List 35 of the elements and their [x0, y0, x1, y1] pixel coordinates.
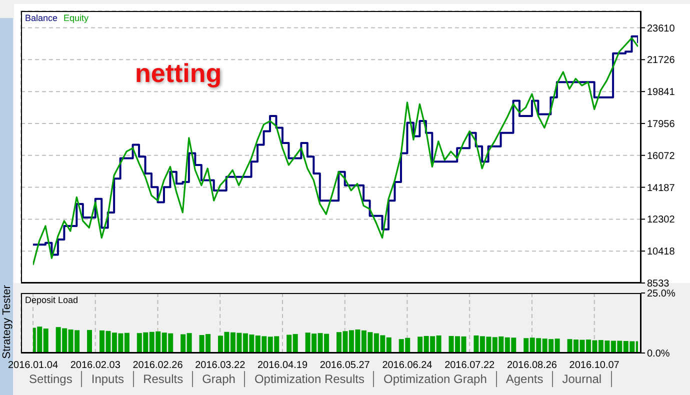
y-tick-label: 12302	[647, 214, 676, 226]
text: Agents	[496, 371, 554, 387]
y-tick-label: 14187	[647, 182, 676, 194]
annotation: netting	[135, 58, 222, 89]
x-tick-label: 2016.08.26	[506, 360, 558, 372]
x-tick-label: 2016.06.24	[382, 360, 433, 372]
y-tick-label: 17956	[647, 119, 676, 130]
y-tick-label: 21726	[647, 55, 676, 66]
text: Strategy Tester	[1, 285, 13, 359]
text: Optimization Results	[245, 371, 374, 387]
x-tick-label: 2016.04.19	[257, 360, 308, 372]
x-tick-label: 2016.10.07	[569, 360, 620, 372]
x-tick-label: 2016.07.22	[444, 360, 496, 372]
text: Journal	[553, 371, 612, 387]
x-tick-label: 2016.01.04	[8, 360, 58, 372]
y-tick-label: 16072	[647, 150, 676, 162]
chart-title: Deposit Load	[25, 295, 78, 305]
text: Settings	[20, 371, 82, 387]
text: Graph	[193, 371, 246, 387]
y-tick-label: 10418	[647, 246, 676, 258]
x-tick-label: 2016.02.26	[132, 360, 184, 372]
x-tick-label: 2016.02.03	[70, 360, 121, 372]
bar	[87, 330, 92, 353]
text: Equity	[64, 13, 89, 23]
y-tick-label: 25.0%	[647, 288, 676, 300]
y-tick-label: 23610	[647, 23, 676, 34]
text: Results	[134, 371, 194, 387]
text: Balance	[25, 13, 58, 23]
y-tick-label: 0.0%	[647, 348, 670, 360]
x-tick-label: 2016.03.22	[195, 360, 246, 372]
y-tick-label: 8533	[647, 278, 670, 290]
text: Inputs	[82, 371, 134, 387]
text: Optimization Graph	[374, 371, 497, 387]
x-tick-label: 2016.05.27	[320, 360, 370, 372]
y-tick-label: 19841	[647, 87, 676, 98]
